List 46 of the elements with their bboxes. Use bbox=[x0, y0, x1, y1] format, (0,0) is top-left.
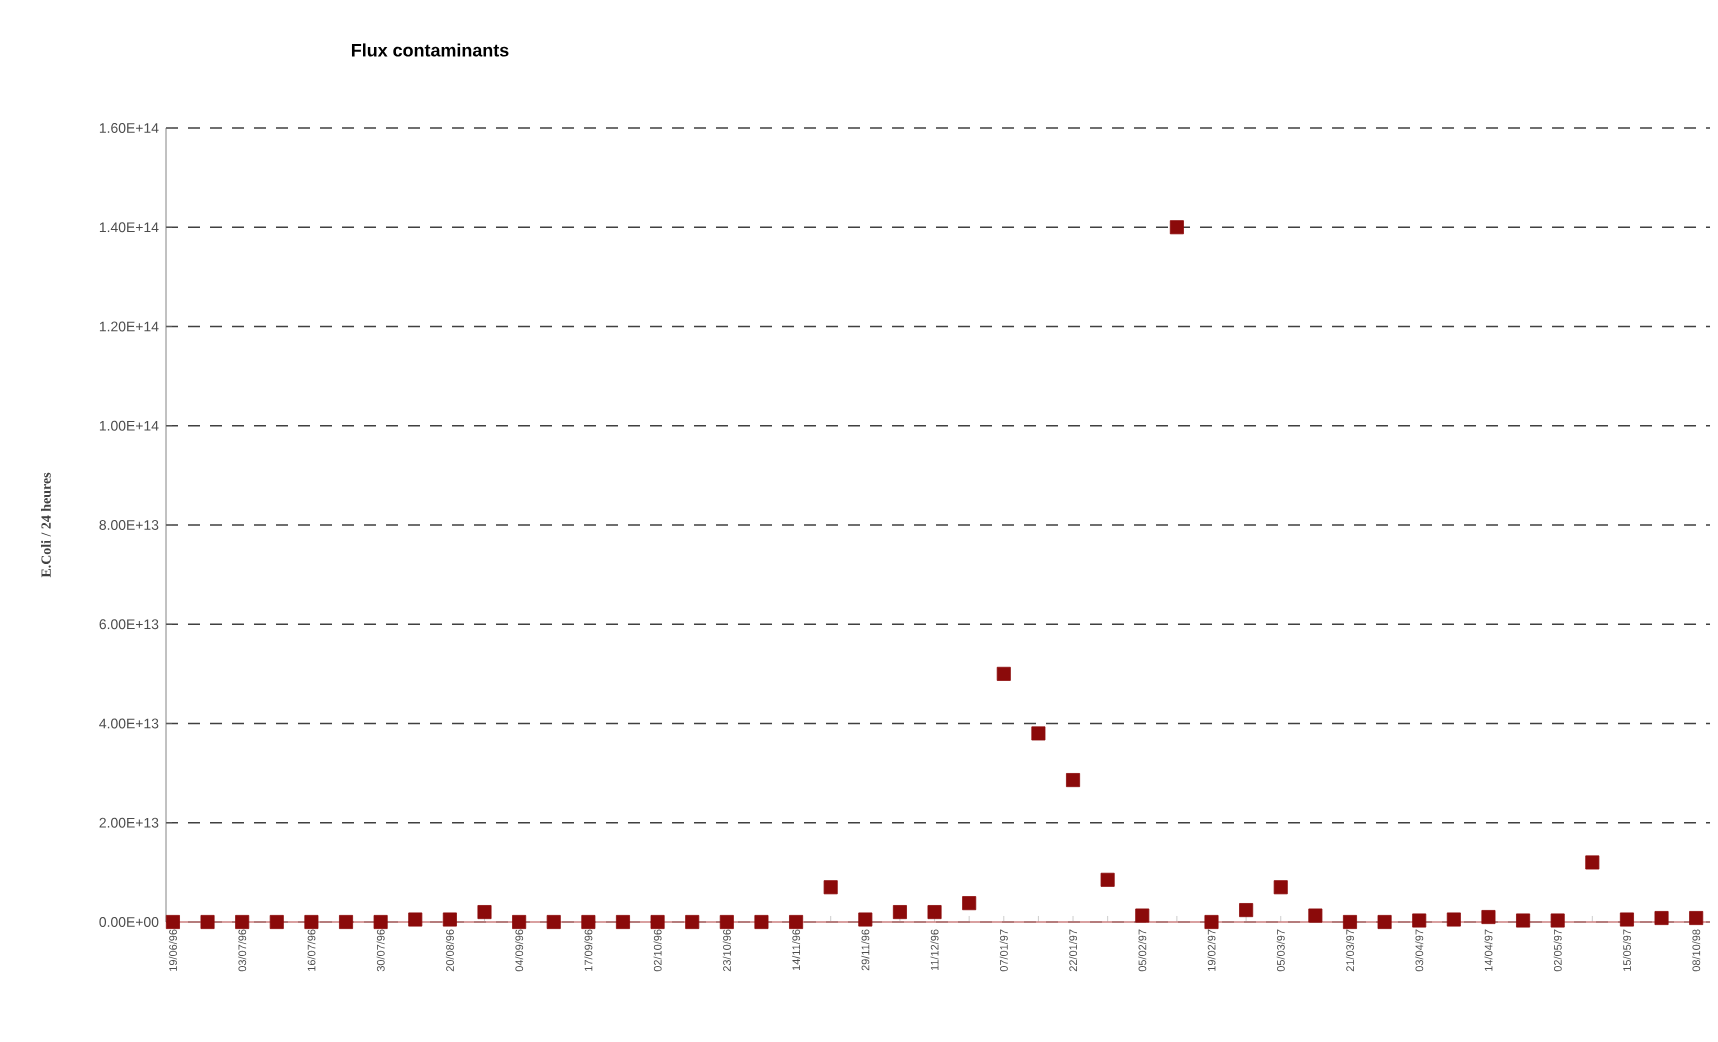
point bbox=[304, 915, 319, 929]
point bbox=[1135, 908, 1150, 923]
point bbox=[442, 912, 457, 927]
point bbox=[1308, 908, 1323, 923]
point bbox=[1100, 872, 1115, 887]
point bbox=[1585, 855, 1600, 870]
point bbox=[685, 915, 700, 929]
chart-title: Flux contaminants bbox=[351, 43, 509, 57]
point bbox=[1516, 913, 1531, 928]
point bbox=[1689, 911, 1704, 926]
point bbox=[546, 915, 561, 929]
point bbox=[1031, 726, 1046, 741]
point bbox=[789, 915, 804, 929]
point bbox=[235, 915, 250, 929]
point bbox=[477, 905, 492, 920]
point bbox=[1654, 911, 1669, 926]
point bbox=[927, 905, 942, 920]
point bbox=[1066, 773, 1081, 788]
point bbox=[269, 915, 284, 929]
point bbox=[165, 915, 180, 929]
point bbox=[754, 915, 769, 929]
point bbox=[200, 915, 215, 929]
point bbox=[1481, 910, 1496, 925]
point bbox=[373, 915, 388, 929]
point bbox=[512, 915, 527, 929]
point bbox=[858, 912, 873, 927]
point bbox=[892, 905, 907, 920]
point bbox=[1342, 915, 1357, 929]
point bbox=[1204, 915, 1219, 929]
point bbox=[339, 915, 354, 929]
point bbox=[650, 915, 665, 929]
point bbox=[581, 915, 596, 929]
point bbox=[1273, 880, 1288, 895]
point bbox=[1619, 912, 1634, 927]
point bbox=[719, 915, 734, 929]
point bbox=[962, 896, 977, 911]
point bbox=[1550, 913, 1565, 928]
point bbox=[1169, 220, 1184, 235]
point bbox=[615, 915, 630, 929]
point bbox=[1412, 913, 1427, 928]
point bbox=[1377, 915, 1392, 929]
point bbox=[1239, 903, 1254, 918]
point bbox=[996, 666, 1011, 681]
point bbox=[823, 880, 838, 895]
point bbox=[408, 912, 423, 927]
point bbox=[1446, 912, 1461, 927]
